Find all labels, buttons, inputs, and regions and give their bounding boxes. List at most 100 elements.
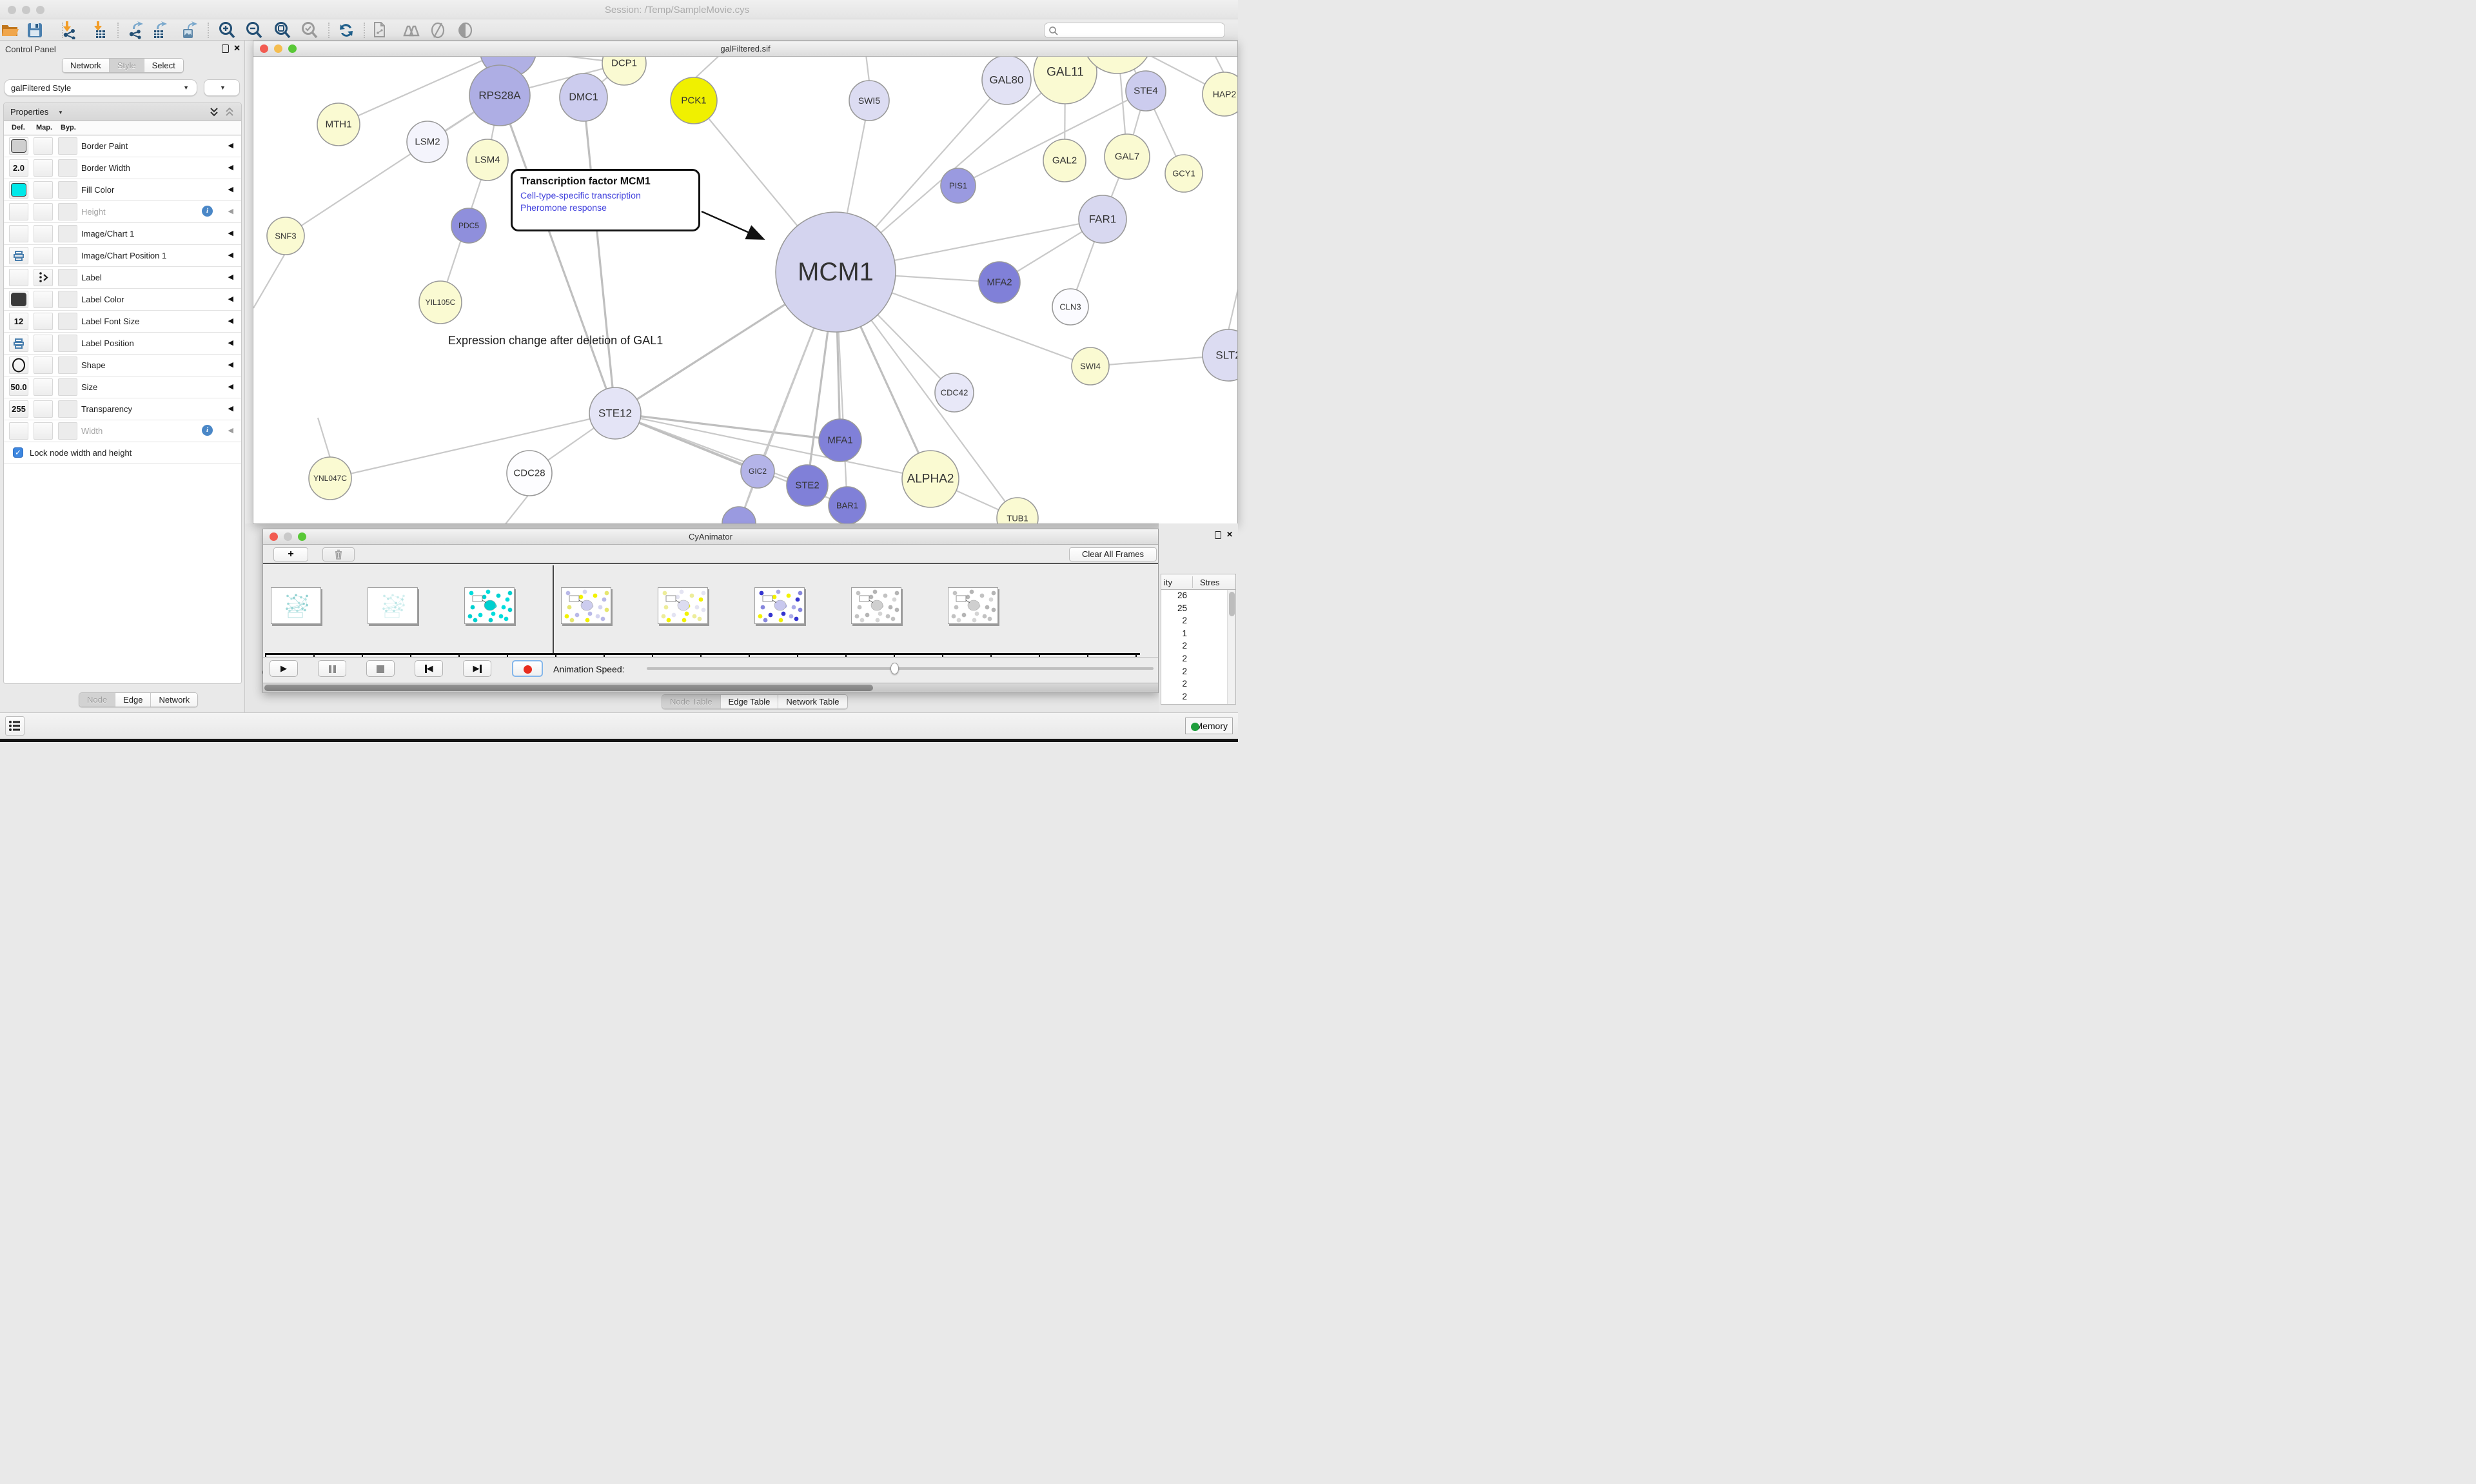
float-icon[interactable] [1215,531,1221,539]
expand-property-icon[interactable]: ◀ [228,295,233,303]
close-window-button[interactable] [260,44,268,53]
table-row[interactable]: 2 [1161,640,1227,653]
node-pck1[interactable]: PCK1 [670,77,718,124]
search-field[interactable] [1044,23,1225,38]
collapse-all-icon[interactable] [224,106,235,121]
save-session-icon[interactable] [26,21,44,39]
mapping-cell[interactable] [34,378,53,396]
bypass-cell[interactable] [58,291,77,308]
edge[interactable] [1227,286,1237,331]
node-lsm2[interactable]: LSM2 [406,121,449,163]
tab-select[interactable]: Select [144,59,183,72]
scrollbar-thumb[interactable] [1229,592,1235,616]
bypass-cell[interactable] [58,335,77,352]
mapping-cell[interactable] [34,203,53,220]
playhead[interactable] [553,565,554,653]
frame-thumbnail-2[interactable] [464,587,515,624]
show-hide-panels-button[interactable] [5,716,25,736]
node-n_topy[interactable] [1083,57,1152,74]
default-cell[interactable] [9,181,28,199]
mapping-cell[interactable] [34,291,53,308]
lock-size-checkbox[interactable]: ✓ [13,447,23,458]
default-value[interactable]: 255 [12,404,26,414]
results-table-header[interactable]: ity Stres [1161,574,1235,590]
table-row[interactable]: 25 [1161,603,1227,616]
default-cell[interactable] [9,203,28,220]
network-window-titlebar[interactable]: galFiltered.sif [253,41,1237,57]
eye-icon[interactable] [457,21,475,39]
mapping-cell[interactable] [34,400,53,418]
annotation-box[interactable]: Transcription factor MCM1 Cell-type-spec… [511,169,700,231]
search-input[interactable] [1061,24,1221,36]
refresh-icon[interactable] [337,21,355,39]
table-row[interactable]: 2 [1161,615,1227,628]
zoom-in-icon[interactable] [218,21,236,39]
node-mcm1[interactable]: MCM1 [775,211,896,333]
property-row-height[interactable]: Height i ◀ [4,201,241,223]
node-mfa2[interactable]: MFA2 [978,261,1021,304]
default-cell[interactable] [9,137,28,155]
delete-frame-button[interactable] [322,547,355,561]
zoom-selected-icon[interactable] [300,21,319,39]
bypass-cell[interactable] [58,378,77,396]
node-dcp1[interactable]: DCP1 [602,57,647,86]
properties-header[interactable]: Properties ▼ [4,103,241,121]
property-row-label-position[interactable]: Label Position ◀ [4,333,241,355]
table-row[interactable]: 2 [1161,691,1227,704]
node-cdc42[interactable]: CDC42 [934,373,974,413]
edge[interactable] [253,252,286,309]
edge[interactable] [614,412,931,480]
default-cell[interactable]: 2.0 [9,159,28,177]
node-far1[interactable]: FAR1 [1078,195,1127,244]
info-icon[interactable]: i [202,425,213,436]
stop-button[interactable] [366,660,395,677]
mapping-cell[interactable] [34,269,53,286]
node-lsm4[interactable]: LSM4 [466,139,509,181]
annotation-link-1[interactable]: Cell-type-specific transcription [520,190,641,200]
frame-thumbnail-5[interactable] [754,587,805,624]
close-window-button[interactable] [8,6,16,14]
add-frame-button[interactable]: + [273,547,308,561]
bypass-cell[interactable] [58,400,77,418]
node-ste12[interactable]: STE12 [589,387,642,440]
animation-speed-slider[interactable] [647,663,1154,674]
expand-property-icon[interactable]: ◀ [228,361,233,369]
import-table-icon[interactable] [91,21,109,39]
frame-thumbnail-0[interactable] [271,587,321,624]
mapping-cell[interactable] [34,422,53,440]
mapping-cell[interactable] [34,335,53,352]
property-row-size[interactable]: 50.0 Size ◀ [4,376,241,398]
expand-property-icon[interactable]: ◀ [228,427,233,434]
bypass-cell[interactable] [58,137,77,155]
frame-thumbnail-6[interactable] [851,587,901,624]
mapping-cell[interactable] [34,181,53,199]
default-cell[interactable]: 255 [9,400,28,418]
default-value-swatch[interactable] [11,293,26,306]
default-cell[interactable] [9,247,28,264]
edge[interactable] [865,57,870,82]
style-options-button[interactable]: ▼ [204,79,240,96]
default-cell[interactable]: 12 [9,313,28,330]
import-network-icon[interactable] [60,21,78,40]
frame-thumbnail-1[interactable] [368,587,418,624]
annotation-link-2[interactable]: Pheromone response [520,202,607,213]
pause-button[interactable] [318,660,346,677]
mapping-cell[interactable] [34,225,53,242]
node-gal80[interactable]: GAL80 [981,57,1032,105]
node-rps28a[interactable]: RPS28A [469,64,531,126]
network-canvas[interactable]: DCP1 RPS28A DMC1 PCK1 SWI5 GAL80 GAL11 STE4 HAP2… [253,57,1237,523]
minimize-window-button[interactable] [22,6,30,14]
edge[interactable] [693,57,732,80]
node-slt2[interactable]: SLT2 [1202,329,1237,382]
mapping-cell[interactable] [34,159,53,177]
node-mth1[interactable]: MTH1 [317,103,360,146]
maximize-window-button[interactable] [298,532,306,541]
property-row-label-color[interactable]: Label Color ◀ [4,289,241,311]
record-button[interactable] [512,660,543,677]
node-gal7[interactable]: GAL7 [1104,133,1150,180]
dock-tab-node-table[interactable]: Node Table [662,695,721,708]
edge[interactable] [317,417,331,458]
minimize-window-button[interactable] [274,44,282,53]
node-yil105c[interactable]: YIL105C [418,280,462,324]
zoom-fit-icon[interactable] [273,21,291,39]
